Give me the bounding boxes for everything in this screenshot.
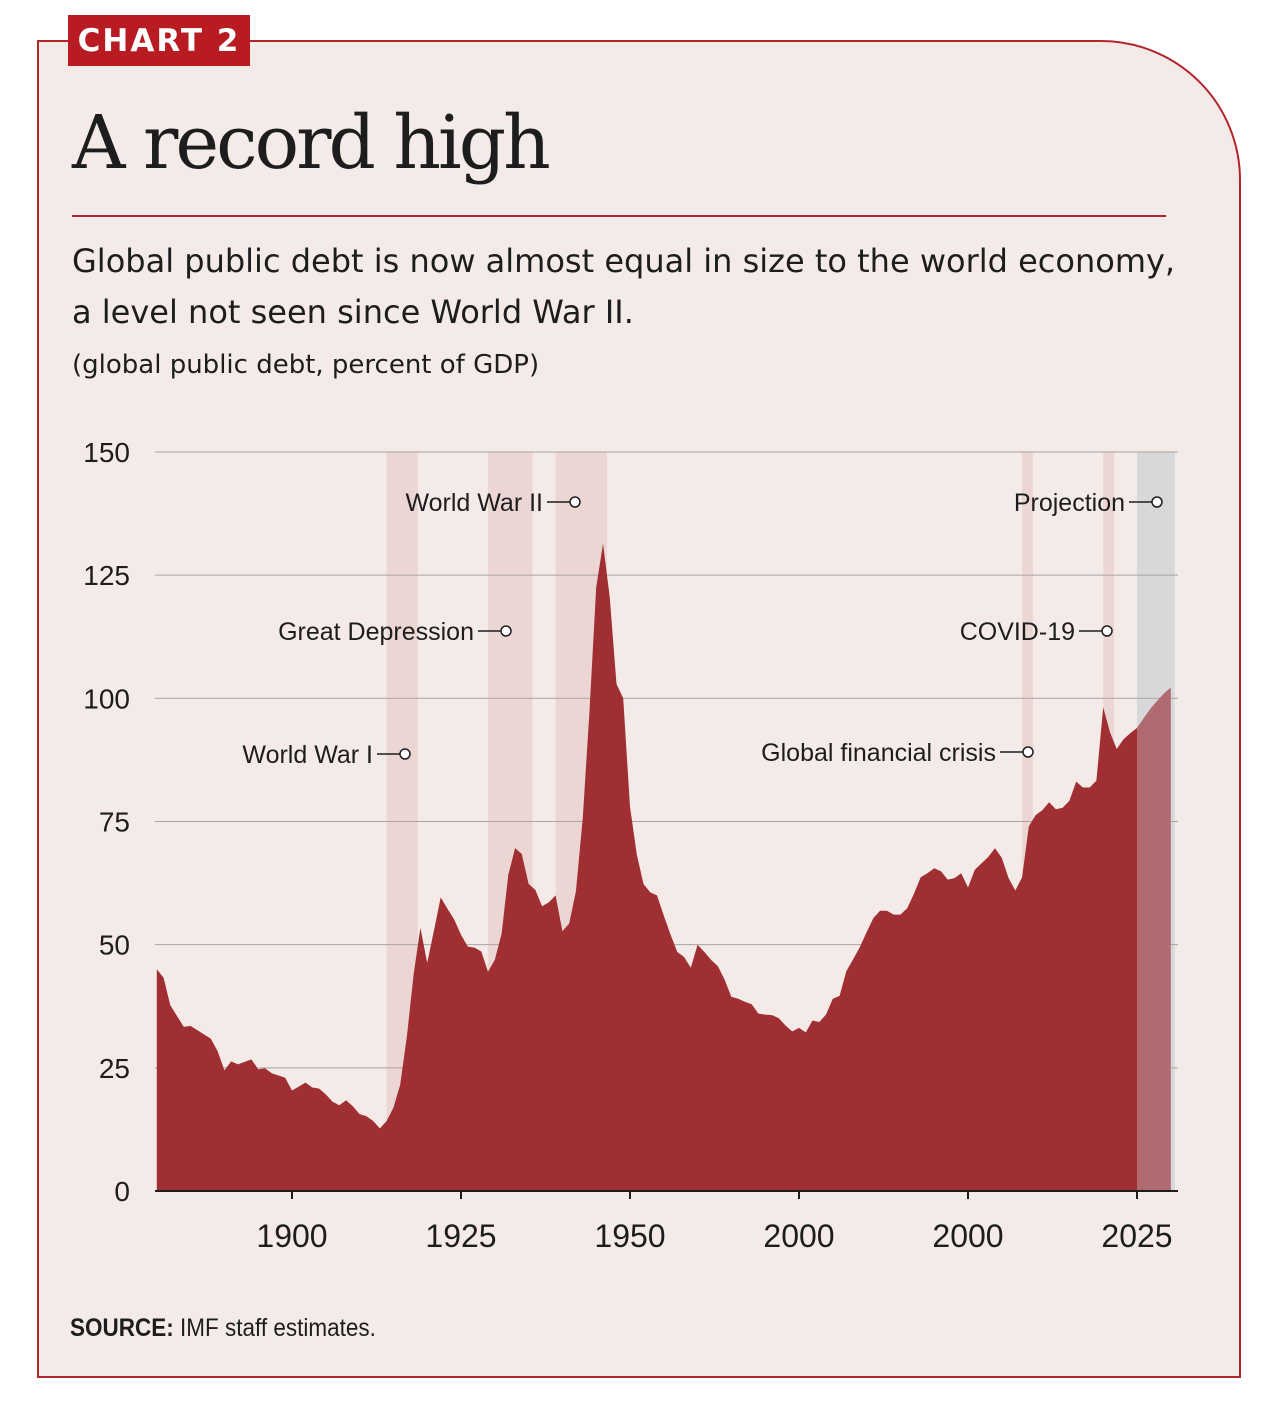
annotation-label: Great Depression (278, 618, 474, 646)
y-tick-label: 125 (83, 560, 130, 591)
annotation-marker (1151, 496, 1163, 508)
annotation-label: COVID-19 (960, 618, 1075, 646)
x-tick-label: 2000 (763, 1218, 834, 1254)
source-text: IMF staff estimates. (173, 1314, 376, 1342)
chart-number-badge: CHART 2 (68, 15, 250, 66)
annotation-marker (569, 496, 581, 508)
annotation-label: World War I (242, 741, 373, 769)
annotation-marker (1101, 625, 1113, 637)
annotation-marker (500, 625, 512, 637)
y-tick-label: 0 (114, 1176, 130, 1207)
projected-debt-area (1137, 687, 1171, 1191)
source-label: SOURCE: (70, 1314, 174, 1342)
title-divider (72, 215, 1166, 217)
x-tick-label: 1950 (594, 1218, 665, 1254)
chart-subtitle: Global public debt is now almost equal i… (72, 242, 1176, 331)
y-tick-label: 75 (99, 806, 130, 837)
y-tick-label: 100 (83, 683, 130, 714)
x-tick-label: 2000 (932, 1218, 1003, 1254)
annotation-label: Projection (1014, 489, 1125, 517)
annotation-marker (399, 748, 411, 760)
unit-label: (global public debt, percent of GDP) (72, 350, 540, 380)
annotation-label: World War II (405, 489, 543, 517)
source-note: SOURCE: IMF staff estimates. (70, 1314, 376, 1343)
y-tick-label: 150 (83, 437, 130, 468)
x-tick-label: 1900 (256, 1218, 327, 1254)
y-tick-label: 25 (99, 1053, 130, 1084)
x-tick-label: 2025 (1101, 1218, 1172, 1254)
x-tick-label: 1925 (425, 1218, 496, 1254)
annotation-marker (1022, 746, 1034, 758)
annotation-label: Global financial crisis (761, 739, 996, 767)
y-tick-label: 50 (99, 930, 130, 961)
historical-debt-area (156, 543, 1138, 1191)
chart-title: A record high (72, 100, 551, 186)
